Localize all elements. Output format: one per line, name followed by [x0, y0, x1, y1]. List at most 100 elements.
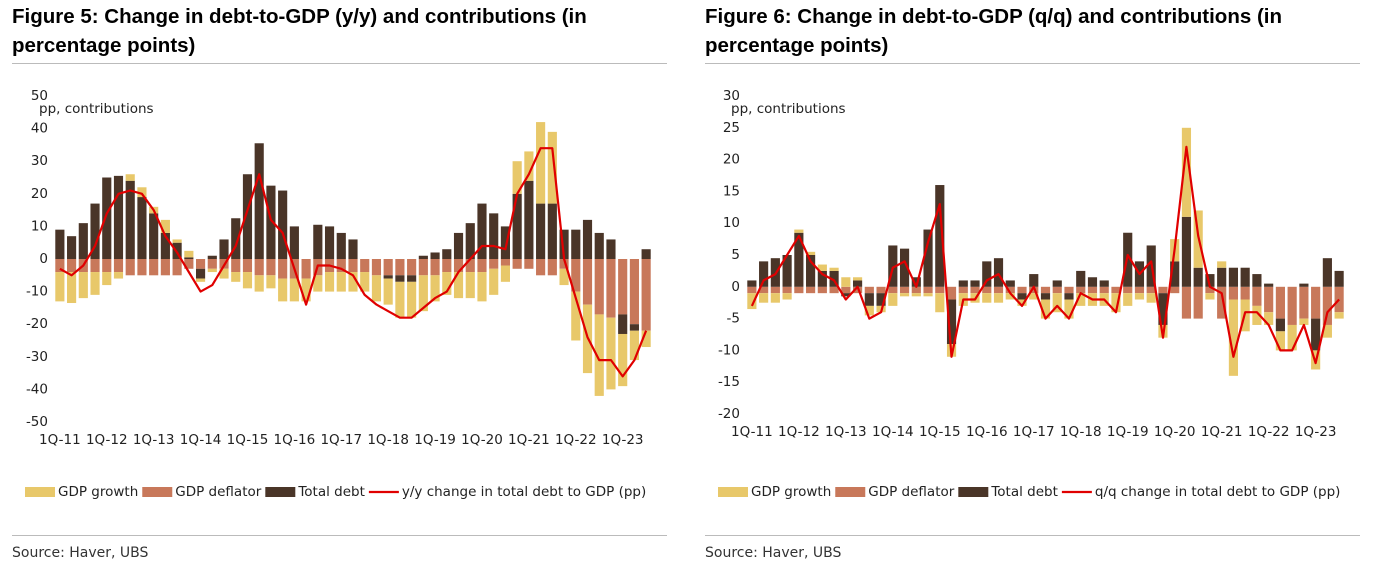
bar — [1111, 293, 1121, 313]
y-tick-label: 25 — [723, 120, 740, 136]
bar — [794, 286, 804, 294]
bar — [759, 286, 769, 294]
x-tick-label: 1Q-18 — [1060, 424, 1102, 440]
bar — [254, 143, 264, 259]
bar — [219, 268, 229, 279]
bar — [301, 259, 311, 279]
bar — [1287, 324, 1297, 351]
bar — [113, 272, 124, 279]
bar — [536, 259, 546, 276]
x-tick-label: 1Q-12 — [86, 432, 128, 448]
bar — [1311, 286, 1321, 319]
bar — [629, 259, 639, 325]
bar — [313, 224, 323, 259]
rule — [705, 63, 1360, 64]
bar — [383, 259, 393, 276]
bar — [582, 259, 593, 305]
bar — [442, 249, 452, 259]
bar — [1334, 312, 1344, 319]
x-tick-label: 1Q-22 — [555, 432, 597, 448]
bar — [266, 185, 276, 259]
bar — [1264, 312, 1274, 325]
x-tick-label: 1Q-16 — [966, 424, 1008, 440]
y-tick-label: 30 — [723, 88, 740, 104]
bar — [219, 239, 229, 259]
bar — [383, 278, 393, 305]
bar — [407, 275, 417, 282]
bar — [360, 272, 370, 292]
bar — [67, 236, 77, 259]
bar — [1005, 293, 1015, 300]
bar — [465, 272, 475, 299]
bar — [864, 293, 874, 306]
y-tick-label: 0 — [731, 279, 740, 295]
bar — [782, 286, 792, 294]
bar — [242, 259, 253, 273]
bar — [1181, 216, 1192, 287]
bar — [747, 293, 757, 310]
legend-label: Total debt — [297, 484, 365, 500]
bar — [536, 122, 546, 204]
bar — [1181, 127, 1192, 217]
bar — [149, 213, 159, 259]
bar — [571, 229, 581, 259]
bar — [489, 268, 499, 295]
bar — [172, 239, 182, 243]
bar — [1240, 267, 1250, 287]
bar — [524, 259, 534, 269]
bar — [899, 293, 910, 297]
bar — [547, 203, 557, 259]
bar — [1252, 274, 1262, 287]
bar — [794, 232, 804, 287]
bar — [1334, 270, 1344, 287]
bar — [841, 293, 851, 297]
x-tick-label: 1Q-17 — [1013, 424, 1055, 440]
bar — [512, 193, 522, 259]
bar — [242, 174, 253, 259]
bar — [547, 259, 557, 276]
bar — [864, 286, 874, 294]
y-tick-label: 30 — [31, 153, 48, 169]
y-tick-label: -10 — [718, 342, 740, 358]
bar — [876, 293, 886, 306]
annotation: pp, contributions — [731, 101, 846, 117]
bar — [571, 291, 581, 341]
x-tick-label: 1Q-13 — [133, 432, 175, 448]
y-tick-label: 20 — [31, 186, 48, 202]
bar — [442, 259, 452, 273]
bar — [512, 161, 522, 194]
chart-title: Figure 5: Change in debt-to-GDP (y/y) an… — [12, 5, 587, 57]
bar — [231, 259, 241, 273]
bar — [231, 272, 241, 282]
bar — [90, 203, 100, 259]
bar — [1217, 267, 1227, 287]
bar — [1040, 286, 1051, 294]
bar — [67, 272, 77, 304]
bar — [1146, 286, 1156, 294]
bar — [935, 293, 945, 313]
bar — [759, 261, 769, 287]
bar — [125, 180, 135, 259]
bar — [1252, 286, 1262, 306]
line — [750, 145, 1340, 365]
bar — [1205, 293, 1215, 300]
bar — [935, 185, 945, 287]
bar — [806, 251, 816, 255]
bar — [841, 286, 851, 294]
x-tick-label: 1Q-18 — [367, 432, 409, 448]
x-tick-label: 1Q-19 — [1107, 424, 1149, 440]
bar — [888, 286, 898, 294]
bar — [594, 232, 604, 259]
bar — [418, 259, 428, 276]
bar — [1052, 286, 1062, 294]
bar — [1134, 286, 1145, 294]
bar — [1029, 293, 1039, 300]
bar — [207, 259, 217, 269]
bar — [899, 286, 910, 294]
bar — [395, 259, 405, 276]
bar — [982, 261, 992, 287]
bar — [876, 286, 886, 294]
bar — [465, 223, 475, 259]
bar — [90, 259, 100, 273]
